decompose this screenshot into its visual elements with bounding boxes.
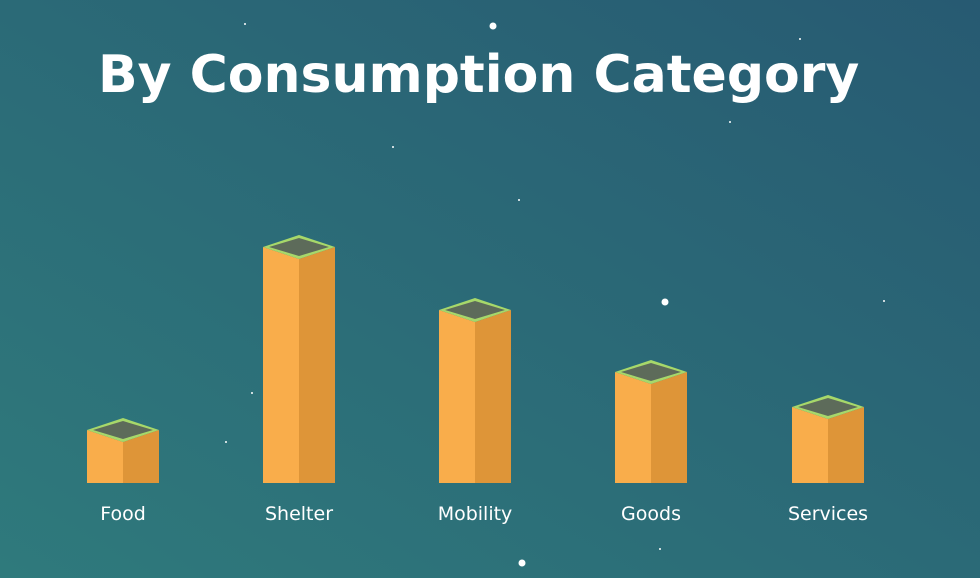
x-tick-label: Services [788,503,868,525]
bar-top-inner [798,398,858,416]
bar-front [263,247,299,483]
bar-front [792,407,828,483]
bar-side [475,310,511,483]
bar-side [123,430,159,483]
bar-front [615,372,651,483]
bar-top-inner [93,421,153,439]
bar-side [299,247,335,483]
stars [225,22,885,567]
bar [615,360,687,483]
bar-top-inner [269,238,329,256]
bar-side [828,407,864,483]
bar-top-inner [621,363,681,381]
bar-top-inner [445,301,505,319]
x-tick-label: Shelter [265,503,333,525]
bar [439,298,511,483]
bar [87,418,159,483]
x-tick-label: Goods [621,503,681,525]
bar-side [651,372,687,483]
bar [792,395,864,483]
x-tick-label: Mobility [438,503,513,525]
bar-front [439,310,475,483]
chart-title: By Consumption Category [98,45,859,105]
bar-front [87,430,123,483]
x-tick-label: Food [100,503,146,525]
bar [263,235,335,483]
